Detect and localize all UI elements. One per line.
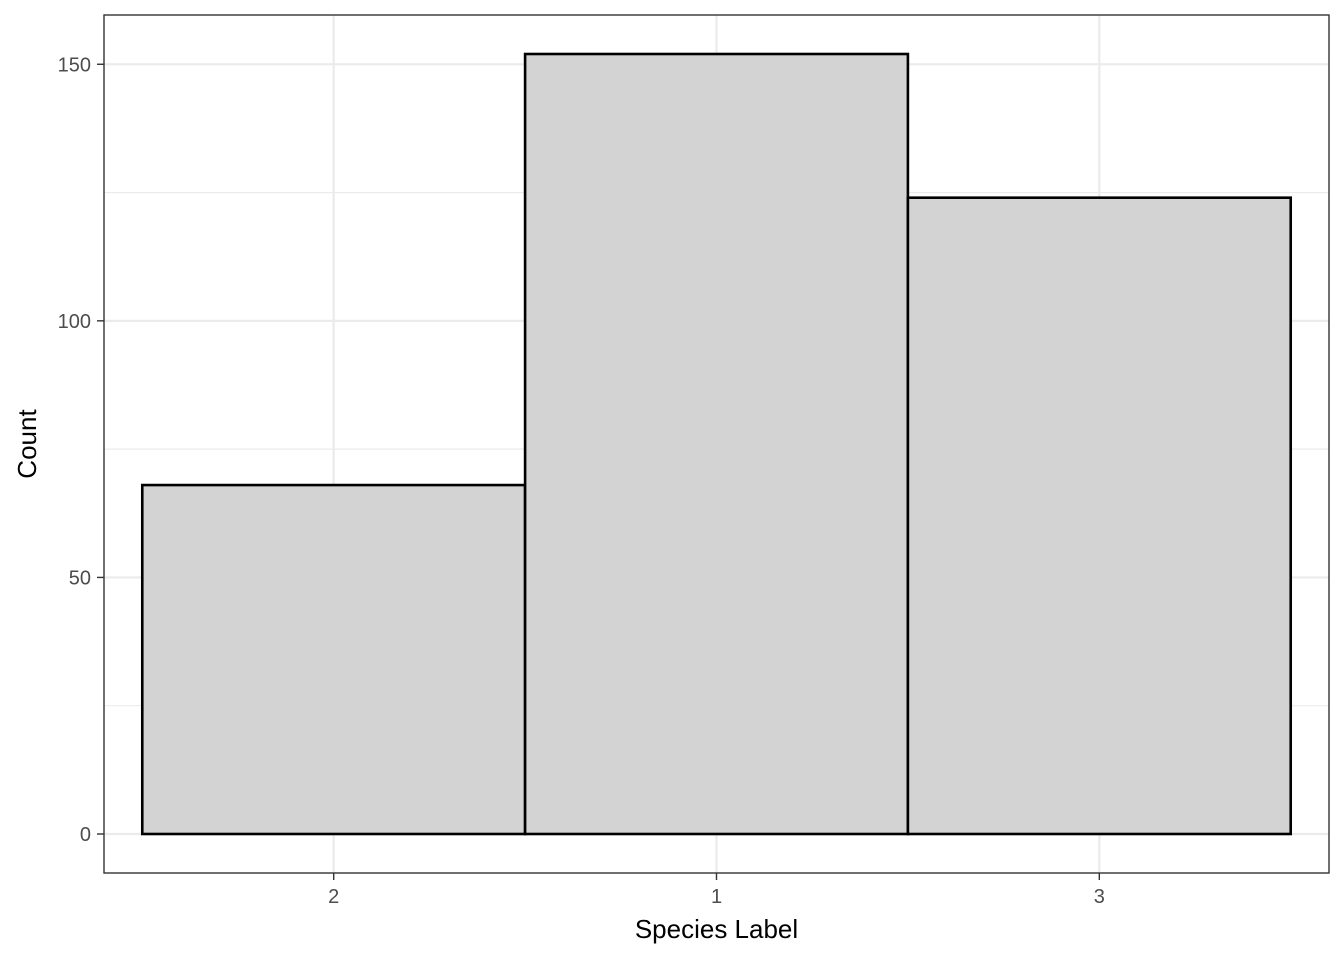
- y-tick-label: 50: [69, 567, 91, 589]
- y-tick-label: 100: [58, 311, 91, 333]
- bar-2: [140, 483, 527, 836]
- bar-1: [523, 52, 910, 836]
- bars: [140, 52, 1293, 836]
- y-axis-title: Count: [12, 409, 42, 479]
- axes: 0 50 100 150 2 1 3: [58, 54, 1105, 908]
- x-tick-label: 3: [1094, 886, 1105, 908]
- y-tick-label: 0: [80, 824, 91, 846]
- bar-3: [906, 196, 1293, 836]
- y-tick-label: 150: [58, 54, 91, 76]
- x-tick-label: 2: [328, 886, 339, 908]
- x-tick-label: 1: [711, 886, 722, 908]
- x-axis-title: Species Label: [635, 914, 798, 944]
